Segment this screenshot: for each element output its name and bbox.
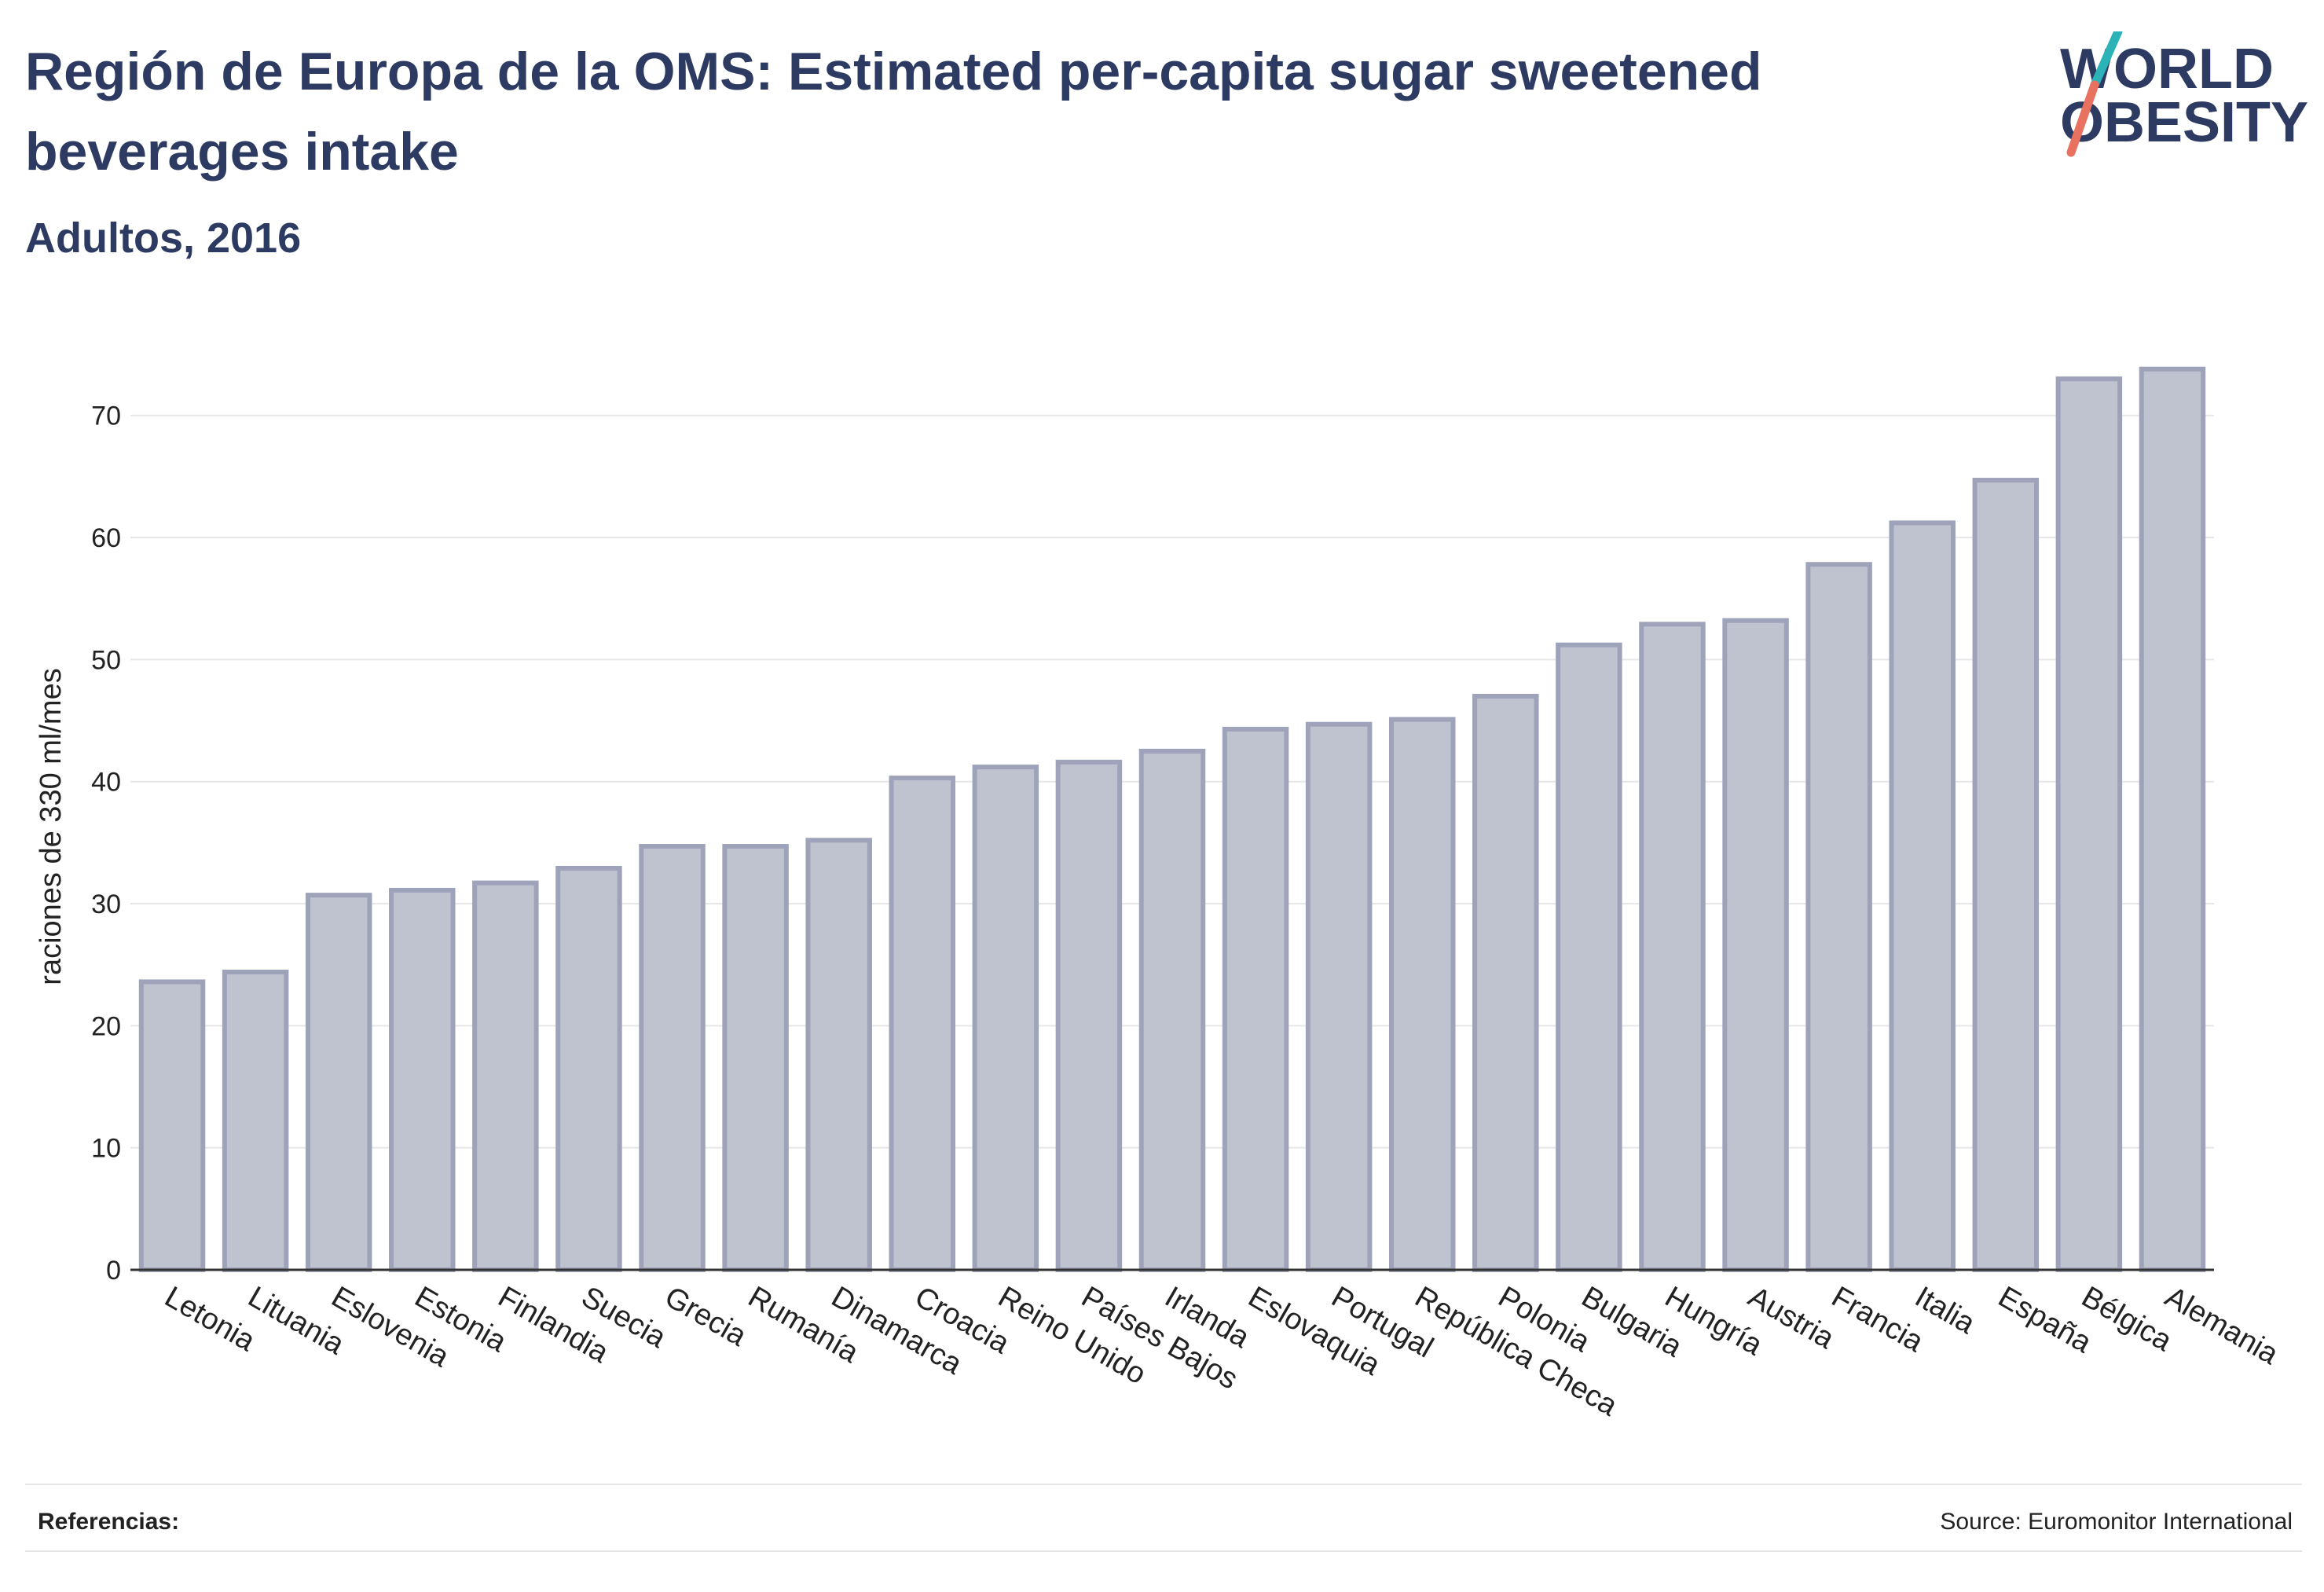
- bar: [972, 765, 1039, 1272]
- bar: [1556, 642, 1622, 1272]
- x-tick-label: Bélgica: [2076, 1280, 2178, 1358]
- bar: [389, 887, 456, 1273]
- bar: [2139, 366, 2206, 1273]
- bar: [805, 838, 872, 1273]
- y-axis-label: raciones de 330 ml/mes: [35, 668, 68, 985]
- bar: [1889, 520, 1956, 1272]
- bar: [639, 844, 706, 1273]
- bar: [1055, 759, 1123, 1272]
- bar: [1472, 693, 1539, 1272]
- bar: [1639, 622, 1706, 1272]
- bar: [2055, 376, 2123, 1272]
- y-tick-label: 50: [91, 645, 121, 675]
- y-tick-label: 70: [91, 402, 121, 431]
- y-tick-label: 60: [91, 523, 121, 553]
- bar: [1805, 562, 1872, 1272]
- x-tick-label: España: [1992, 1280, 2097, 1359]
- x-tick-label: Francia: [1826, 1280, 1929, 1359]
- bar: [889, 776, 956, 1272]
- y-tick-label: 10: [91, 1134, 121, 1164]
- chart-title: Región de Europa de la OMS: Estimated pe…: [25, 42, 1762, 182]
- bar: [305, 893, 372, 1272]
- bar: [1388, 717, 1456, 1272]
- y-tick-label: 20: [91, 1011, 121, 1041]
- logo-text-obesity: OBESITY: [2060, 91, 2308, 154]
- chart-subtitle: Adultos, 2016: [25, 215, 302, 262]
- bar-chart: 0 10 20 30 40 50 60 70 LetoniaLituaniaEslovenia…: [35, 366, 2285, 1423]
- x-tick-label: Lituania: [243, 1280, 350, 1361]
- footer-source: Source: Euromonitor International: [1940, 1509, 2293, 1535]
- x-tick-label: Letonia: [159, 1280, 262, 1358]
- bar: [1305, 721, 1373, 1272]
- bar: [555, 865, 622, 1272]
- footer-references: Referencias:: [38, 1509, 180, 1535]
- logo-slash-top: [2090, 31, 2123, 90]
- bar: [722, 844, 789, 1273]
- footer-divider-bottom: [25, 1550, 2302, 1552]
- y-tick-label: 30: [91, 890, 121, 919]
- x-tick-labels: LetoniaLituaniaEsloveniaEstoniaFinlandia…: [159, 1280, 2285, 1423]
- bar: [222, 970, 289, 1273]
- logo-slash-bottom: [2066, 80, 2099, 157]
- y-tick-label: 40: [91, 768, 121, 798]
- bar: [1722, 618, 1789, 1272]
- bar: [1222, 726, 1289, 1272]
- bar: [1972, 478, 2040, 1272]
- footer-divider-top: [25, 1484, 2302, 1485]
- bars: [138, 366, 2206, 1273]
- y-tick-labels: 0 10 20 30 40 50 60 70: [91, 402, 121, 1286]
- bar: [138, 979, 206, 1272]
- x-tick-label: Grecia: [659, 1280, 753, 1353]
- bar: [472, 880, 539, 1272]
- world-obesity-logo: WORLD OBESITY: [2060, 31, 2308, 157]
- y-tick-label: 0: [106, 1256, 121, 1286]
- x-tick-label: Alemania: [2159, 1280, 2284, 1371]
- bar: [1138, 748, 1206, 1272]
